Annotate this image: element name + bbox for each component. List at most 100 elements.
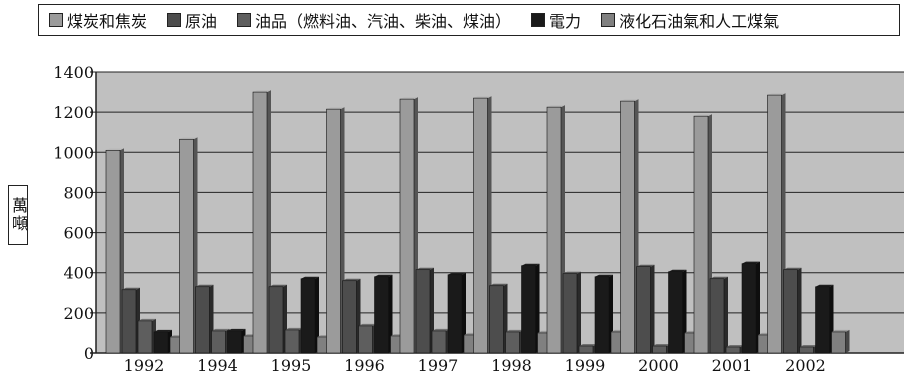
bar-1-7	[636, 266, 651, 354]
bar-top-3-4	[448, 272, 466, 275]
bar-top-3-7	[668, 269, 687, 272]
legend-item-1: 原油	[167, 8, 217, 32]
y-tick-label-1: 200	[63, 304, 94, 323]
bar-top-3-8	[742, 261, 760, 264]
bar-0-3	[326, 108, 341, 354]
bar-side-1-9	[797, 267, 802, 353]
x-tick-label-7: 2000	[638, 356, 679, 374]
bar-0-4	[399, 98, 415, 354]
y-tick-label-7: 1400	[53, 63, 94, 82]
bar-top-2-0	[138, 318, 156, 321]
bar-2-6	[578, 345, 594, 354]
bar-top-1-4	[416, 267, 434, 270]
x-tick-label-1: 1994	[197, 356, 238, 374]
legend-item-3: 電力	[531, 8, 581, 32]
bar-1-6	[562, 273, 578, 354]
bar-top-0-1	[179, 137, 198, 140]
bar-top-1-1	[195, 284, 214, 287]
legend-swatch-3	[531, 13, 546, 27]
bar-2-5	[505, 331, 520, 354]
bar-top-2-7	[652, 343, 671, 346]
bar-side-4-9	[845, 329, 850, 353]
bar-top-3-6	[595, 274, 613, 277]
bar-0-0	[105, 149, 121, 354]
x-tick-label-8: 2001	[712, 356, 753, 374]
x-tick-label-4: 1997	[418, 356, 459, 374]
y-tick-label-2: 400	[63, 264, 94, 283]
bar-top-3-2	[301, 276, 319, 279]
bar-side-1-8	[724, 276, 728, 353]
bar-1-9	[783, 269, 798, 354]
bar-top-2-1	[211, 328, 230, 331]
bar-top-2-6	[579, 343, 597, 346]
bar-top-1-2	[269, 284, 287, 287]
bar-3-4	[447, 274, 463, 354]
legend-swatch-2	[237, 13, 252, 27]
bar-top-1-5	[489, 283, 508, 286]
bar-0-7	[620, 100, 635, 354]
bar-2-9	[799, 346, 814, 354]
bar-side-3-8	[756, 261, 760, 353]
bar-2-1	[211, 330, 226, 354]
y-tick-label-6: 1200	[53, 103, 94, 122]
bar-top-1-3	[342, 278, 361, 281]
bar-top-2-8	[726, 344, 744, 347]
bar-1-5	[489, 285, 504, 354]
bar-top-3-5	[521, 263, 540, 266]
bar-top-0-6	[547, 105, 565, 108]
bar-side-3-7	[682, 269, 687, 353]
bar-0-8	[693, 115, 709, 354]
bar-1-1	[195, 286, 210, 354]
bar-top-0-5	[473, 96, 492, 99]
bar-3-2	[300, 278, 316, 354]
legend-swatch-0	[49, 13, 63, 27]
bar-0-5	[473, 97, 488, 354]
bar-3-8	[741, 263, 757, 354]
bar-2-4	[431, 330, 447, 354]
bar-top-0-4	[400, 97, 418, 100]
x-tick-label-6: 1999	[565, 356, 606, 374]
bar-side-3-5	[535, 263, 540, 353]
bar-2-7	[652, 345, 667, 354]
bar-top-1-9	[783, 267, 802, 270]
legend-item-2: 油品（燃料油、汽油、柴油、煤油）	[237, 8, 511, 32]
bar-top-0-9	[767, 93, 786, 96]
bar-0-6	[546, 106, 562, 354]
legend-swatch-4	[601, 13, 616, 27]
bar-top-1-0	[122, 287, 140, 290]
bar-0-2	[252, 91, 268, 354]
bar-top-0-3	[326, 107, 345, 110]
bar-2-8	[725, 346, 741, 354]
bar-top-1-6	[563, 271, 581, 274]
bar-3-1	[227, 330, 242, 354]
bar-4-9	[831, 331, 846, 354]
y-tick-label-3: 600	[63, 224, 94, 243]
legend-label-1: 原油	[185, 12, 218, 31]
legend-label-4: 液化石油氣和人工煤氣	[619, 12, 780, 31]
bar-side-3-3	[388, 274, 393, 353]
x-tick-label-5: 1998	[491, 356, 532, 374]
legend-swatch-1	[167, 13, 182, 27]
legend-label-0: 煤炭和焦炭	[67, 12, 148, 31]
legend-label-3: 電力	[549, 12, 582, 31]
legend-item-4: 液化石油氣和人工煤氣	[601, 8, 779, 32]
bar-1-8	[709, 278, 725, 354]
bar-side-3-2	[315, 276, 319, 353]
bar-3-5	[521, 265, 536, 354]
bar-top-3-1	[227, 328, 246, 331]
bar-side-1-6	[577, 271, 581, 353]
bar-top-0-8	[694, 114, 712, 117]
bar-top-1-7	[636, 264, 655, 267]
bar-3-0	[153, 331, 169, 354]
bar-0-1	[179, 138, 194, 354]
bar-top-1-8	[710, 276, 728, 279]
bar-2-2	[284, 329, 300, 354]
bar-2-0	[137, 320, 153, 354]
bar-top-2-4	[432, 328, 450, 331]
bar-0-9	[767, 94, 782, 354]
y-axis-label-box: 萬噸	[8, 185, 28, 245]
bar-3-3	[374, 276, 389, 354]
bar-top-3-0	[154, 329, 172, 332]
bar-top-0-0	[106, 148, 124, 151]
legend-item-0: 煤炭和焦炭	[49, 8, 147, 32]
